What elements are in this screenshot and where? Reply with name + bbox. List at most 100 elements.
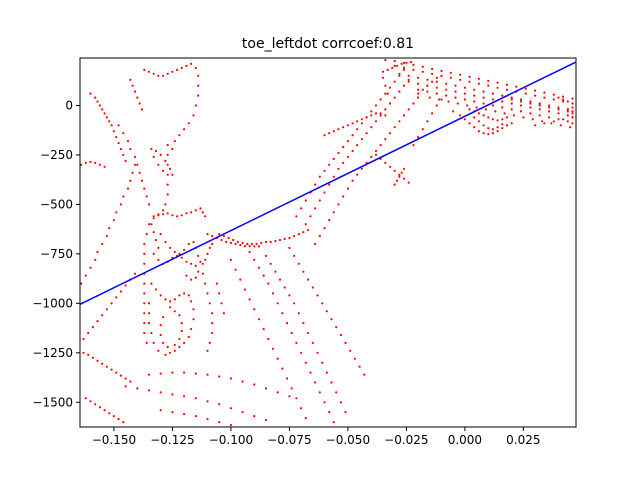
- scatter-point: [286, 322, 289, 325]
- scatter-point: [454, 96, 457, 99]
- scatter-point: [342, 126, 345, 129]
- scatter-point: [426, 78, 429, 81]
- scatter-point: [150, 331, 153, 335]
- scatter-point: [98, 406, 101, 409]
- scatter-point: [80, 163, 83, 166]
- scatter-point: [119, 290, 122, 293]
- scatter-point: [143, 242, 146, 246]
- scatter-point: [393, 183, 396, 186]
- scatter-point: [180, 329, 183, 333]
- scatter-point: [96, 250, 99, 253]
- scatter-point: [204, 215, 207, 218]
- scatter-point: [124, 385, 127, 388]
- scatter-point: [335, 391, 338, 394]
- scatter-point: [384, 138, 387, 141]
- scatter-point: [117, 418, 120, 421]
- scatter-point: [286, 377, 289, 380]
- scatter-point: [185, 274, 188, 277]
- scatter-point: [302, 322, 305, 325]
- scatter-point: [194, 264, 197, 267]
- scatter-point: [445, 94, 448, 97]
- scatter-point: [82, 351, 85, 354]
- scatter-point: [157, 258, 160, 261]
- scatter-point: [440, 69, 443, 72]
- scatter-point: [267, 282, 270, 285]
- scatter-point: [166, 183, 169, 186]
- scatter-point: [398, 90, 401, 93]
- scatter-point: [187, 294, 190, 297]
- scatter-point: [487, 79, 490, 82]
- scatter-point: [332, 157, 335, 160]
- scatter-point: [166, 193, 169, 196]
- scatter-point: [173, 298, 176, 301]
- scatter-point: [482, 114, 485, 117]
- scatter-point: [421, 88, 424, 91]
- scatter-point: [295, 215, 298, 218]
- scatter-point: [288, 236, 291, 240]
- scatter-point: [122, 195, 125, 198]
- scatter-point: [351, 122, 354, 125]
- scatter-point: [115, 296, 118, 299]
- scatter-point: [566, 108, 569, 111]
- scatter-point: [538, 102, 541, 105]
- scatter-point: [173, 250, 176, 253]
- scatter-point: [318, 199, 321, 202]
- scatter-point: [379, 98, 382, 101]
- scatter-point: [562, 100, 565, 103]
- scatter-point: [115, 136, 118, 139]
- scatter-point: [164, 353, 167, 356]
- scatter-point: [281, 367, 284, 370]
- scatter-point: [562, 118, 565, 121]
- scatter-point: [477, 77, 480, 80]
- scatter-point: [351, 134, 354, 137]
- scatter-point: [169, 246, 172, 249]
- scatter-point: [89, 92, 92, 95]
- scatter-point: [501, 118, 504, 121]
- scatter-point: [143, 312, 146, 315]
- scatter-point: [197, 94, 200, 97]
- scatter-point: [159, 391, 162, 394]
- scatter-point: [332, 421, 335, 424]
- scatter-point: [190, 211, 193, 214]
- scatter-point: [449, 76, 452, 79]
- scatter-point: [194, 397, 197, 400]
- scatter-point: [566, 110, 569, 113]
- scatter-point: [346, 155, 349, 158]
- scatter-point: [515, 85, 518, 88]
- scatter-point: [342, 195, 345, 198]
- scatter-point: [379, 112, 382, 115]
- scatter-point: [332, 211, 335, 214]
- scatter-point: [531, 118, 534, 121]
- scatter-point: [557, 112, 560, 115]
- scatter-point: [101, 108, 104, 111]
- scatter-point: [356, 128, 359, 131]
- scatter-point: [487, 133, 490, 136]
- scatter-point: [190, 300, 193, 303]
- scatter-point: [126, 187, 130, 190]
- scatter-point: [190, 62, 193, 65]
- scatter-point: [211, 242, 214, 246]
- scatter-point: [253, 245, 256, 248]
- scatter-point: [124, 377, 127, 380]
- scatter-point: [232, 238, 235, 242]
- scatter-point: [381, 70, 385, 73]
- scatter-point: [501, 123, 504, 126]
- scatter-point: [222, 312, 225, 315]
- scatter-point: [379, 114, 382, 117]
- scatter-point: [384, 114, 387, 117]
- scatter-point: [398, 74, 401, 77]
- scatter-point: [234, 242, 237, 246]
- scatter-point: [96, 320, 99, 323]
- scatter-point: [538, 114, 541, 117]
- scatter-point: [147, 302, 151, 305]
- scatter-point: [370, 155, 373, 158]
- scatter-point: [192, 308, 195, 311]
- scatter-point: [145, 195, 148, 198]
- scatter-point: [218, 375, 221, 378]
- scatter-point: [194, 372, 197, 375]
- scatter-point: [84, 161, 87, 164]
- scatter-point: [360, 167, 363, 170]
- scatter-point: [159, 233, 162, 236]
- scatter-point: [510, 98, 513, 101]
- scatter-point: [534, 89, 537, 92]
